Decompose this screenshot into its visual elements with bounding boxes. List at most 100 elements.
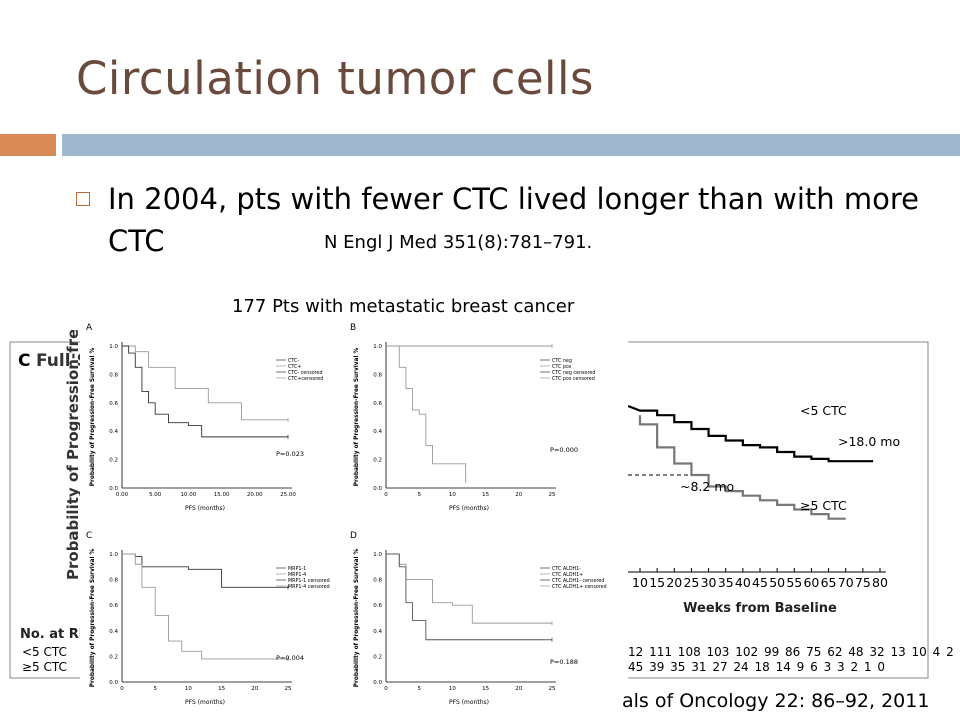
x-tick-label: 5.00 — [149, 492, 162, 498]
x-tick-label: 20 — [515, 686, 522, 692]
x-tick-label: 25 — [683, 575, 699, 590]
x-tick-label: 10.00 — [181, 492, 197, 498]
x-tick-label: 20 — [251, 686, 258, 692]
y-tick-label: 0.4 — [109, 629, 118, 635]
legend-label: CTC ALDH1- — [552, 566, 581, 572]
x-tick-label: 10 — [632, 575, 648, 590]
x-axis-label: Weeks from Baseline — [683, 601, 837, 616]
panel-c-chart: C 0.0 0.2 0.4 0.6 0.8 1.0 0 5 10 15 20 25 PFS (months… — [80, 526, 360, 720]
reference-annals: als of Oncology 22: 86–92, 2011 — [622, 690, 930, 712]
y-tick-label: 0.0 — [109, 680, 118, 686]
panel-background — [344, 318, 628, 526]
x-tick-label: 0 — [384, 686, 388, 692]
x-tick-label: 5 — [417, 492, 421, 498]
at-risk-row-name: ≥5 CTC — [22, 660, 67, 674]
legend-label: CTC+censored — [288, 376, 323, 382]
panel-label: C — [18, 351, 30, 371]
x-tick-label: 25 — [549, 686, 556, 692]
x-tick-label: 80 — [872, 575, 888, 590]
series-line-2 — [386, 345, 467, 481]
x-tick-label: 20 — [515, 492, 522, 498]
p-value-label: P=0.188 — [550, 658, 578, 666]
series-label-lt5: <5 CTC — [800, 403, 847, 418]
panel-background — [80, 526, 360, 720]
x-axis-label: PFS (months) — [449, 699, 489, 706]
x-tick-label: 0 — [120, 686, 124, 692]
x-tick-label: 30 — [701, 575, 717, 590]
series-line-1 — [122, 345, 288, 421]
x-tick-label: 10 — [185, 686, 192, 692]
at-risk-row-counts: 45 39 35 31 27 24 18 14 9 6 3 3 2 1 0 — [628, 660, 885, 674]
y-tick-label: 0.2 — [373, 654, 382, 660]
panel-label: B — [350, 323, 356, 333]
legend-label: CTC- censored — [288, 370, 323, 376]
legend-label: MRP1-1 censored — [288, 578, 330, 584]
x-tick-label: 25 — [285, 686, 292, 692]
y-tick-label: 0.8 — [109, 578, 118, 584]
bullet-text: In 2004, pts with fewer CTC lived longer… — [108, 182, 920, 258]
x-tick-label: 15 — [218, 686, 225, 692]
y-tick-label: 0.0 — [109, 486, 118, 492]
x-tick-label: 0.00 — [116, 492, 129, 498]
x-tick-label: 75 — [855, 575, 871, 590]
p-value-label: P=0.000 — [550, 446, 578, 454]
y-tick-label: 0.8 — [373, 578, 382, 584]
accent-bar-blue — [62, 134, 960, 156]
median-label-ge5: ~8.2 mo — [680, 479, 734, 494]
y-tick-label: 0.6 — [373, 603, 382, 609]
x-tick-label: 60 — [803, 575, 819, 590]
at-risk-row-name: <5 CTC — [22, 645, 67, 659]
legend-label: MRP1-4 — [288, 572, 306, 578]
x-tick-label: 20 — [666, 575, 682, 590]
panel-label: C — [86, 531, 92, 541]
accent-bar-orange — [0, 134, 56, 156]
y-tick-label: 1.0 — [373, 344, 382, 350]
series-line-2 — [122, 345, 288, 438]
legend-label: CTC+ — [288, 364, 301, 370]
legend-label: CTC pos censored — [552, 376, 595, 382]
x-tick-label: 65 — [821, 575, 837, 590]
legend-label: MRP1-1 — [288, 566, 306, 572]
y-tick-label: 1.0 — [373, 552, 382, 558]
x-tick-label: 5 — [417, 686, 421, 692]
x-axis-label: PFS (months) — [185, 699, 225, 706]
x-axis-label: PFS (months) — [449, 505, 489, 512]
at-risk-title: No. at Ris — [20, 627, 91, 642]
x-tick-label: 25 — [549, 492, 556, 498]
x-tick-label: 10 — [449, 492, 456, 498]
x-tick-label: 45 — [752, 575, 768, 590]
y-tick-label: 0.8 — [373, 372, 382, 378]
y-axis-label: Probability of Progression-Free Survival… — [354, 348, 360, 487]
series-line-2 — [122, 553, 288, 660]
legend-label: CTC neg censored — [552, 370, 595, 376]
x-tick-label: 35 — [718, 575, 734, 590]
x-tick-label: 40 — [735, 575, 751, 590]
y-tick-label: 0.6 — [109, 603, 118, 609]
x-tick-label: 25.00 — [280, 492, 296, 498]
series-label-ge5: ≥5 CTC — [800, 498, 847, 513]
y-tick-label: 1.0 — [109, 344, 118, 350]
x-tick-label: 50 — [769, 575, 785, 590]
y-axis-label: Probability of Progression-Free Survival… — [90, 549, 96, 688]
y-tick-label: 0.4 — [373, 429, 382, 435]
panel-b-chart: B 0.0 0.2 0.4 0.6 0.8 1.0 0 5 10 15 20 25 PFS (months… — [344, 318, 628, 526]
x-tick-label: 5 — [153, 686, 157, 692]
y-tick-label: 0.2 — [373, 458, 382, 464]
y-axis-label: Probability of Progression-Free Survival… — [354, 549, 360, 688]
figure-subtitle: 177 Pts with metastatic breast cancer — [232, 296, 575, 317]
x-tick-label: 15.00 — [214, 492, 230, 498]
y-tick-label: 0.0 — [373, 680, 382, 686]
x-tick-label: 10 — [449, 686, 456, 692]
x-tick-label: 15 — [482, 492, 489, 498]
reference-nejm: N Engl J Med 351(8):781–791. — [324, 232, 593, 253]
x-tick-label: 70 — [838, 575, 854, 590]
at-risk-row-counts: 12 111 108 103 102 99 86 75 62 48 32 13 … — [628, 645, 954, 659]
legend-label: CTC ALDH1- censored — [552, 578, 604, 584]
x-tick-label: 0 — [384, 492, 388, 498]
p-value-label: P=0.023 — [276, 450, 304, 458]
y-tick-label: 0.0 — [373, 486, 382, 492]
x-tick-label: 55 — [786, 575, 802, 590]
x-tick-label: 20.00 — [247, 492, 263, 498]
y-tick-label: 0.4 — [373, 629, 382, 635]
legend-label: CTC ALDH1+ censored — [552, 584, 607, 590]
